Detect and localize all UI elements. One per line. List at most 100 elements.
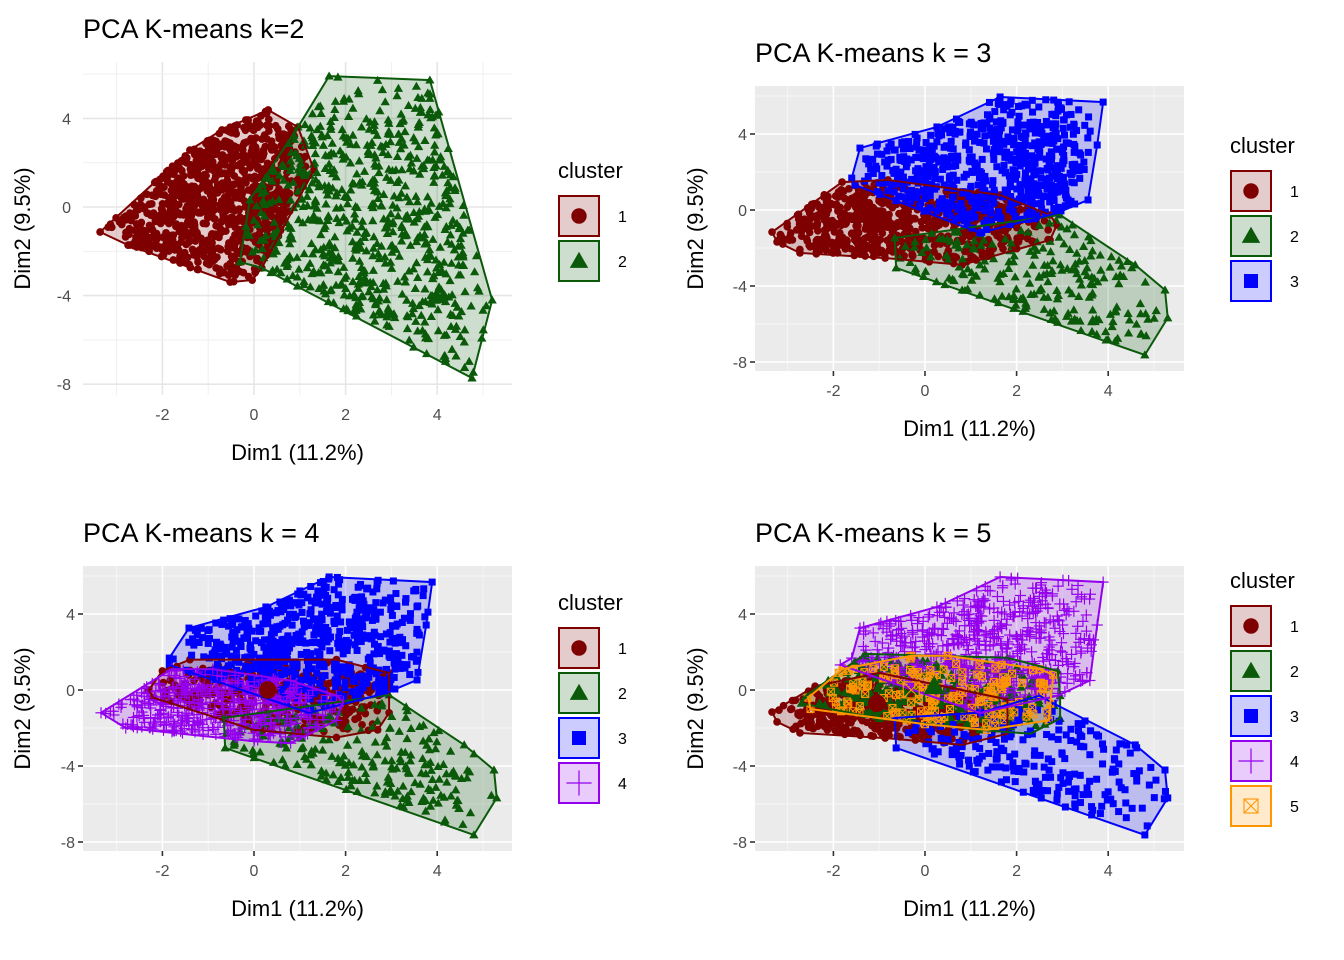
data-point bbox=[284, 648, 292, 656]
data-point bbox=[1055, 260, 1066, 269]
data-point bbox=[983, 120, 991, 128]
data-point bbox=[383, 129, 393, 138]
legend-key-marker bbox=[1241, 226, 1261, 243]
data-point bbox=[993, 163, 1001, 171]
data-point bbox=[908, 194, 916, 202]
data-point bbox=[902, 196, 910, 204]
data-point bbox=[969, 244, 979, 253]
data-point bbox=[1006, 238, 1016, 247]
data-point bbox=[992, 140, 1000, 148]
data-point bbox=[1044, 226, 1053, 234]
data-point bbox=[257, 639, 265, 647]
data-point bbox=[385, 649, 393, 657]
data-point bbox=[375, 678, 383, 686]
data-point bbox=[281, 743, 292, 752]
data-point bbox=[401, 712, 411, 721]
data-point bbox=[228, 643, 236, 651]
data-point bbox=[418, 793, 429, 802]
data-point bbox=[949, 227, 959, 236]
data-point bbox=[413, 119, 424, 128]
data-point bbox=[977, 120, 985, 128]
data-point bbox=[328, 770, 338, 779]
data-point bbox=[1027, 175, 1035, 183]
data-point bbox=[212, 619, 220, 627]
data-point bbox=[942, 205, 950, 213]
data-point bbox=[1060, 131, 1068, 139]
data-point bbox=[203, 688, 215, 700]
data-point bbox=[198, 634, 206, 642]
data-point bbox=[307, 682, 315, 690]
legend-key-marker bbox=[569, 251, 589, 268]
data-point bbox=[339, 262, 349, 271]
data-point bbox=[438, 267, 448, 276]
data-point bbox=[1001, 153, 1009, 161]
data-point bbox=[235, 658, 243, 666]
data-point bbox=[1060, 116, 1068, 124]
data-point bbox=[318, 643, 326, 651]
data-point bbox=[930, 163, 938, 171]
data-point bbox=[1012, 223, 1021, 232]
data-point bbox=[429, 271, 439, 280]
data-point bbox=[434, 774, 444, 783]
data-point bbox=[1114, 279, 1124, 288]
data-point bbox=[1029, 250, 1040, 259]
data-point bbox=[919, 168, 927, 176]
data-point bbox=[900, 241, 910, 250]
data-point bbox=[951, 127, 959, 135]
data-point bbox=[351, 715, 359, 724]
data-point bbox=[337, 668, 345, 676]
data-point bbox=[226, 142, 234, 151]
data-point bbox=[911, 214, 919, 223]
data-point bbox=[1051, 168, 1059, 176]
data-point bbox=[1051, 183, 1059, 191]
data-point bbox=[842, 237, 851, 246]
data-point bbox=[343, 772, 353, 781]
data-point bbox=[1006, 183, 1014, 191]
data-point bbox=[347, 221, 357, 230]
data-point bbox=[283, 598, 291, 606]
data-point bbox=[394, 726, 404, 735]
data-point bbox=[406, 787, 416, 796]
data-point bbox=[950, 252, 959, 261]
data-point bbox=[365, 673, 373, 681]
data-point bbox=[318, 610, 326, 618]
data-point bbox=[298, 608, 306, 616]
data-point bbox=[410, 778, 420, 787]
data-point bbox=[1028, 260, 1038, 269]
data-point bbox=[341, 152, 351, 161]
data-point bbox=[419, 222, 429, 231]
data-point bbox=[1046, 247, 1056, 256]
data-point bbox=[257, 654, 265, 662]
data-point bbox=[218, 151, 227, 159]
data-point bbox=[209, 166, 218, 175]
data-point bbox=[316, 108, 326, 118]
data-point bbox=[307, 269, 317, 278]
data-point bbox=[878, 150, 886, 158]
data-point bbox=[433, 798, 443, 807]
data-point bbox=[896, 156, 904, 164]
data-point bbox=[990, 186, 998, 194]
data-point bbox=[376, 310, 386, 319]
data-point bbox=[248, 745, 258, 754]
data-point bbox=[836, 203, 844, 212]
data-point bbox=[377, 201, 387, 210]
data-point bbox=[356, 600, 364, 608]
data-point bbox=[1096, 265, 1106, 274]
data-point bbox=[776, 230, 785, 239]
data-point bbox=[1110, 305, 1121, 315]
legend-key-marker bbox=[1244, 274, 1258, 288]
data-point bbox=[426, 765, 436, 774]
data-point bbox=[163, 177, 172, 186]
data-point bbox=[343, 647, 351, 655]
data-point bbox=[351, 300, 361, 309]
data-point bbox=[884, 215, 893, 223]
data-point bbox=[446, 258, 457, 267]
data-point bbox=[380, 789, 390, 798]
data-point bbox=[452, 302, 462, 311]
y-tick-label: 4 bbox=[62, 111, 71, 128]
data-point bbox=[916, 202, 924, 210]
data-point bbox=[232, 646, 240, 654]
data-point bbox=[830, 228, 839, 236]
data-point bbox=[887, 155, 895, 163]
